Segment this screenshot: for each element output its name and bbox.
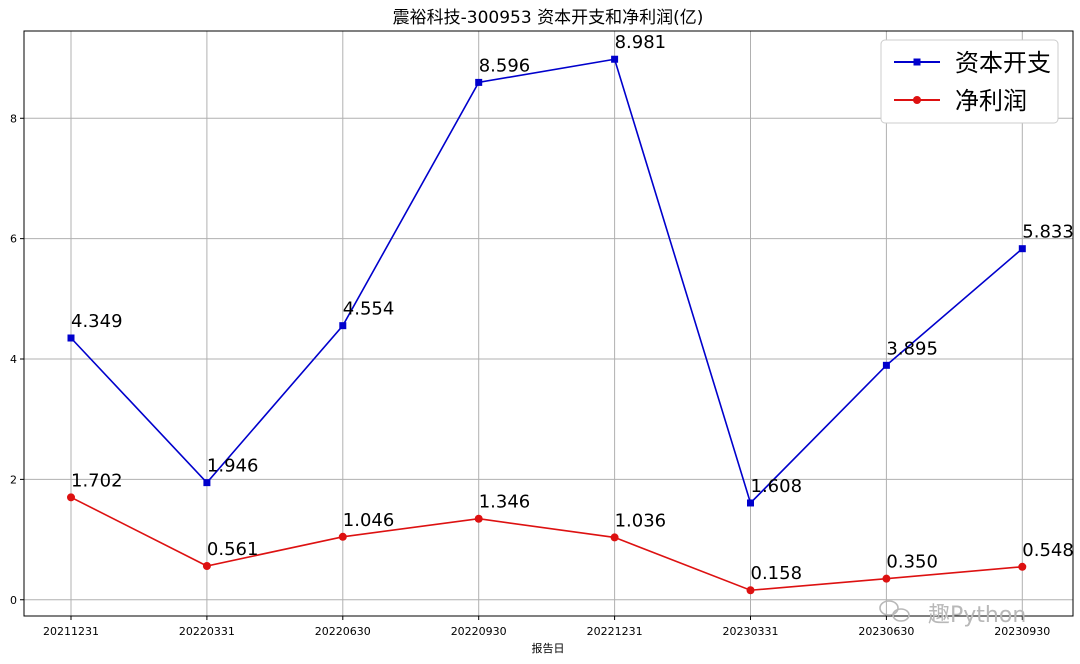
x-tick-label: 20220630 [315, 625, 371, 638]
data-point-capex [1018, 245, 1026, 253]
x-axis-label: 报告日 [532, 641, 565, 655]
legend: 资本开支 净利润 [880, 39, 1059, 124]
grid [24, 31, 1073, 616]
data-label-net-profit: 0.350 [886, 552, 938, 573]
data-point-net-profit [67, 493, 75, 502]
x-axis: 20211231 20220331 20220630 20220930 20221231… [43, 616, 1050, 638]
data-labels: 4.349 1.946 4.554 8.596 8.981 1.608 3.895 5.833… [71, 32, 1074, 584]
y-axis: 0 2 4 6 8 [10, 112, 24, 607]
watermark: 趣Python [879, 600, 1026, 628]
watermark-text: 趣Python [928, 603, 1026, 628]
data-point-capex [339, 322, 347, 330]
data-point-net-profit [338, 532, 347, 541]
plot-frame [23, 30, 1074, 617]
data-point-capex [611, 55, 619, 63]
data-point-capex [67, 334, 75, 342]
data-label-net-profit: 1.702 [71, 470, 123, 491]
data-point-net-profit [1018, 562, 1027, 571]
data-label-capex: 8.981 [615, 32, 667, 53]
x-tick-label: 20230630 [858, 625, 914, 638]
data-label-capex: 8.596 [479, 55, 531, 76]
data-point-capex [203, 479, 211, 487]
data-label-net-profit: 1.036 [615, 510, 667, 531]
legend-box [880, 39, 1059, 124]
x-tick-label: 20211231 [43, 625, 99, 638]
y-tick-label: 0 [10, 594, 17, 607]
data-label-net-profit: 0.561 [207, 539, 259, 560]
legend-label-net-profit: 净利润 [955, 87, 1027, 115]
data-point-net-profit [474, 514, 483, 523]
data-point-capex [475, 78, 483, 86]
y-tick-label: 6 [10, 233, 17, 246]
data-label-capex: 3.895 [886, 338, 938, 359]
data-label-capex: 5.833 [1022, 222, 1074, 243]
x-tick-label: 20221231 [587, 625, 643, 638]
data-label-net-profit: 1.046 [343, 510, 395, 531]
legend-marker-net-profit [913, 96, 921, 104]
x-tick-label: 20220331 [179, 625, 235, 638]
x-tick-label: 20230930 [994, 625, 1050, 638]
data-label-net-profit: 1.346 [479, 492, 531, 513]
data-label-net-profit: 0.158 [751, 563, 803, 584]
data-label-capex: 4.349 [71, 311, 123, 332]
wechat-icon [879, 600, 910, 622]
x-tick-label: 20220930 [451, 625, 507, 638]
legend-label-capex: 资本开支 [955, 49, 1051, 77]
y-tick-label: 2 [10, 473, 17, 486]
series-layer [67, 55, 1027, 595]
series-line-net-profit [70, 496, 1023, 592]
data-point-net-profit [882, 574, 891, 583]
data-label-capex: 4.554 [343, 299, 395, 320]
y-tick-label: 8 [10, 112, 17, 125]
y-tick-label: 4 [10, 353, 17, 366]
legend-marker-capex [913, 58, 921, 66]
series-line-capex [70, 58, 1023, 505]
data-point-capex [882, 361, 890, 369]
data-point-net-profit [202, 561, 211, 570]
data-label-capex: 1.946 [207, 456, 259, 477]
chart-title: 震裕科技-300953 资本开支和净利润(亿) [393, 8, 704, 28]
data-point-net-profit [610, 533, 619, 542]
data-label-capex: 1.608 [751, 476, 803, 497]
data-point-capex [747, 499, 754, 507]
x-tick-label: 20230331 [723, 625, 779, 638]
data-point-net-profit [746, 586, 755, 595]
data-label-net-profit: 0.548 [1022, 540, 1074, 561]
